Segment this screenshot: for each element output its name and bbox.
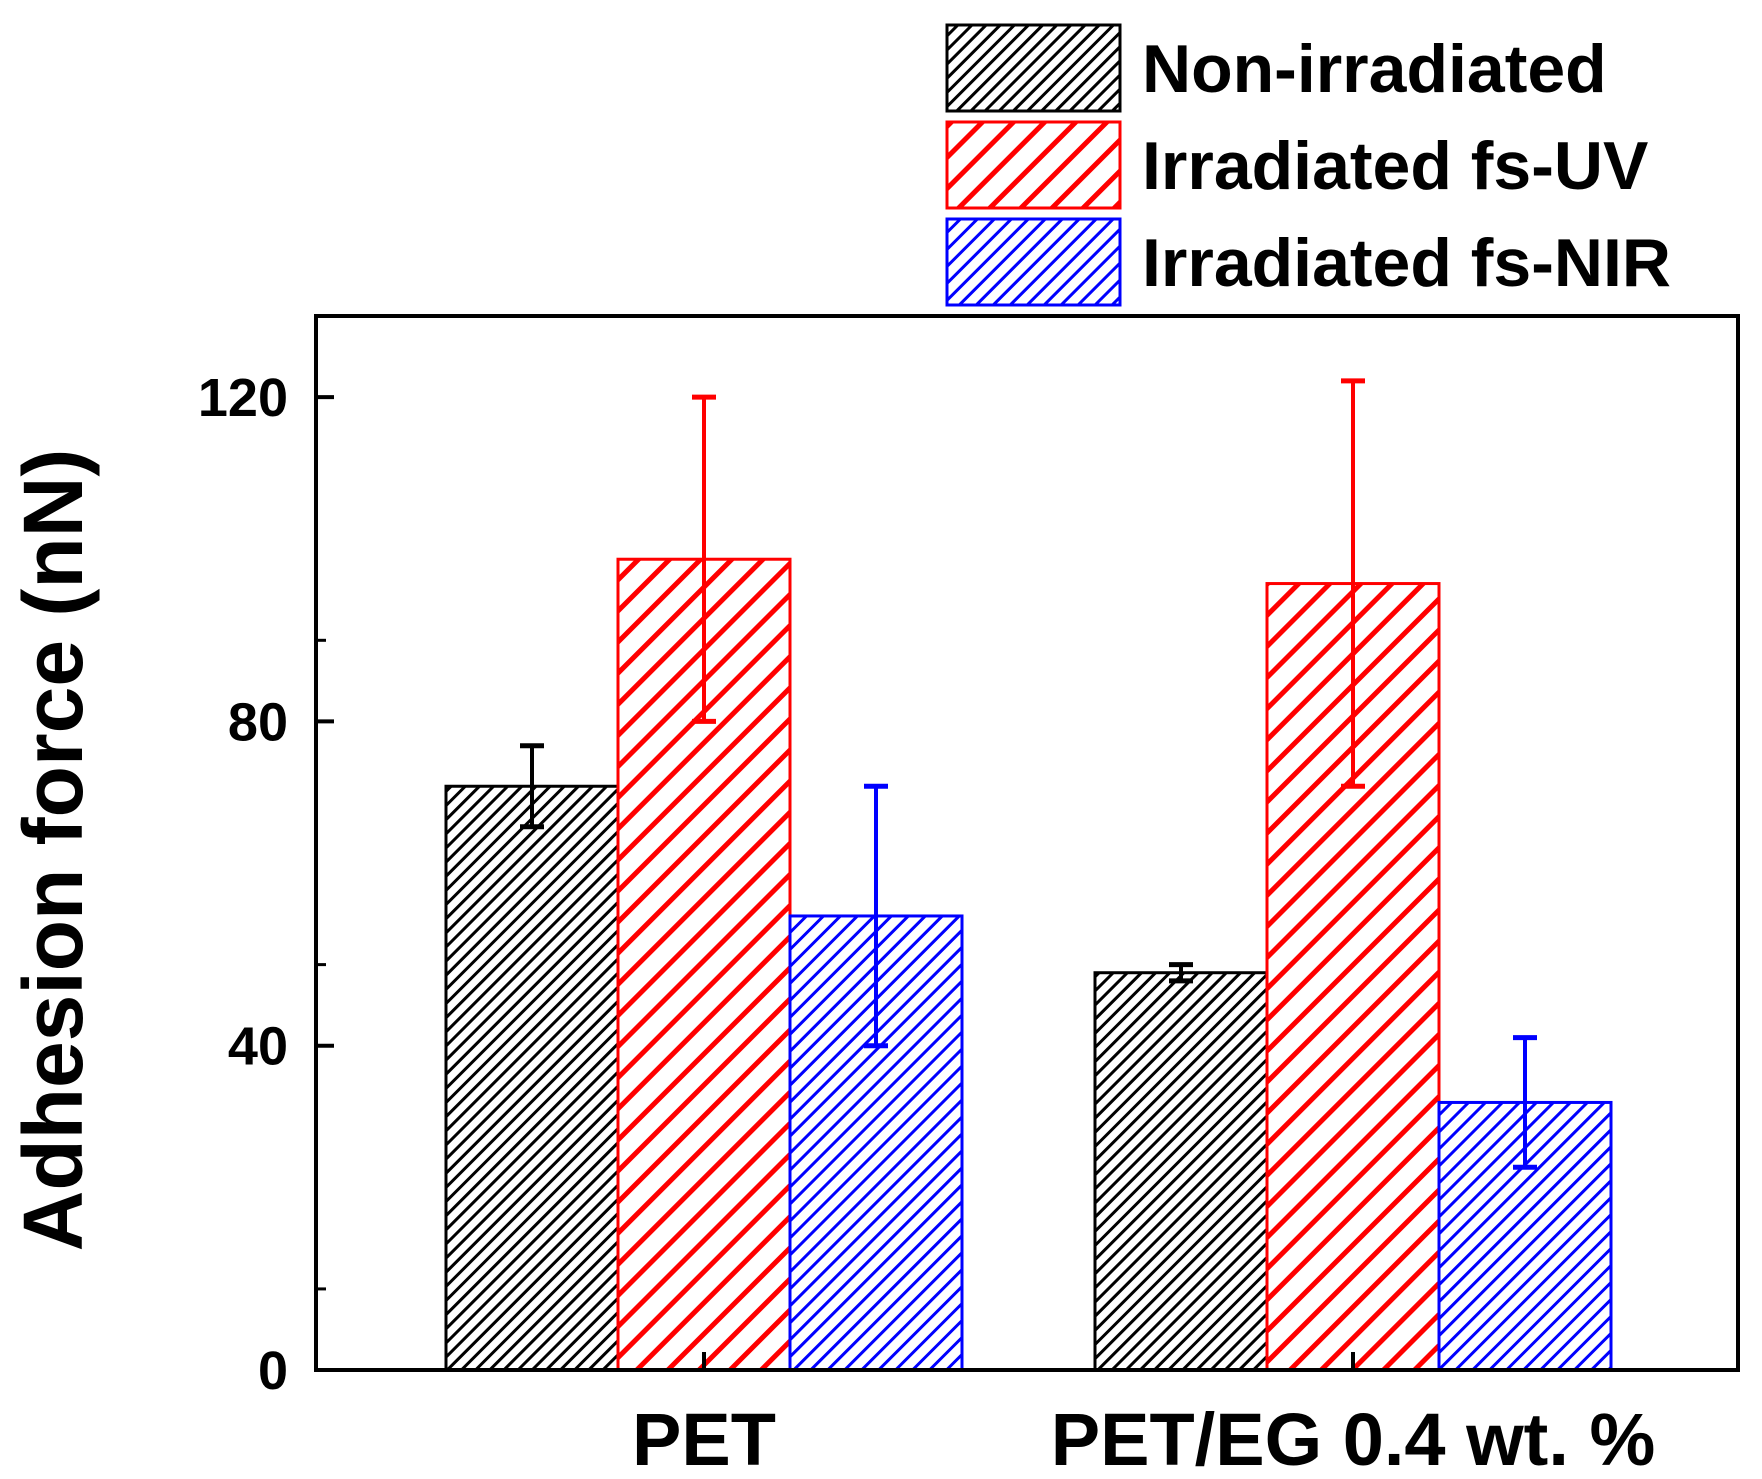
- y-axis-title: Adhesion force (nN): [6, 449, 100, 1252]
- legend-swatch-non-irradiated: [945, 23, 1122, 113]
- plot-frame: [314, 314, 1740, 1372]
- y-axis: 0 40 80 120: [198, 314, 334, 1401]
- bar-pet-eg-0-4-wt-non-irradiated: [1093, 971, 1269, 1372]
- error-bars: [520, 378, 1537, 1170]
- x-tick-label-pet: PET: [632, 1398, 776, 1479]
- y-tick-label-120: 120: [198, 368, 288, 428]
- y-tick-label-40: 40: [228, 1017, 288, 1077]
- bar-pet-non-irradiated: [444, 784, 620, 1372]
- legend-swatch-irradiated-fs-uv: [945, 120, 1122, 210]
- legend-label-irradiated-fs-nir: Irradiated fs-NIR: [1142, 225, 1671, 301]
- legend: Non-irradiated Irradiated fs-UV Irradiated…: [945, 23, 1671, 307]
- y-tick-label-0: 0: [258, 1341, 288, 1401]
- y-tick-label-80: 80: [228, 692, 288, 752]
- legend-swatch-irradiated-fs-nir: [945, 217, 1122, 307]
- x-tick-label-pet-eg-0-4-wt: PET/EG 0.4 wt. %: [1051, 1398, 1656, 1479]
- bars: [444, 557, 1613, 1372]
- x-axis: PET PET/EG 0.4 wt. %: [632, 1352, 1655, 1479]
- legend-label-non-irradiated: Non-irradiated: [1142, 31, 1607, 107]
- legend-label-irradiated-fs-uv: Irradiated fs-UV: [1142, 128, 1648, 204]
